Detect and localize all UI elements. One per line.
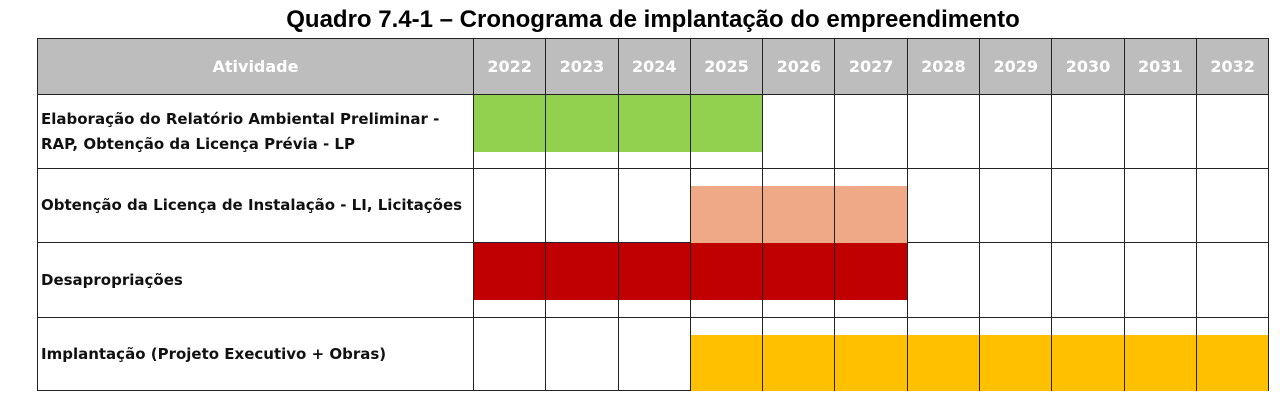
- activity-row: Elaboração do Relatório Ambiental Prelim…: [37, 94, 1270, 169]
- schedule-bar: [763, 186, 835, 243]
- schedule-bar: [763, 243, 835, 300]
- year-cell: [906, 242, 981, 318]
- year-cell: [1195, 94, 1270, 169]
- year-cell: [617, 317, 691, 391]
- year-cell: [617, 94, 691, 169]
- schedule-bar: [618, 243, 690, 300]
- year-cell: [979, 168, 1053, 243]
- year-cell: [545, 317, 619, 391]
- year-cell: [834, 242, 908, 318]
- year-header: 2031: [1123, 38, 1197, 95]
- activity-label: Desapropriações: [37, 242, 474, 318]
- year-cell: [906, 168, 981, 243]
- year-header: 2024: [617, 38, 691, 95]
- year-cell: [979, 317, 1053, 391]
- activity-row: Obtenção da Licença de Instalação - LI, …: [37, 168, 1270, 243]
- activity-label: Implantação (Projeto Executivo + Obras): [37, 317, 474, 391]
- schedule-bar: [690, 95, 763, 152]
- schedule-bar: [1196, 335, 1269, 391]
- activity-label: Obtenção da Licença de Instalação - LI, …: [37, 168, 474, 243]
- schedule-bar: [1124, 335, 1196, 391]
- year-header: 2028: [906, 38, 981, 95]
- year-cell: [545, 168, 619, 243]
- year-cell: [1195, 317, 1270, 391]
- schedule-bar: [907, 335, 980, 391]
- year-cell: [906, 317, 981, 391]
- year-cell: [906, 94, 981, 169]
- year-cell: [1051, 242, 1125, 318]
- schedule-bar: [1052, 335, 1124, 391]
- year-cell: [689, 317, 764, 391]
- year-header: 2030: [1051, 38, 1125, 95]
- year-header: 2022: [472, 38, 547, 95]
- schedule-table: Atividade 2022 2023 2024 2025 2026 2027 …: [37, 38, 1270, 391]
- year-header: 2025: [689, 38, 764, 95]
- year-cell: [1195, 168, 1270, 243]
- year-cell: [545, 242, 619, 318]
- schedule-bar: [835, 243, 907, 300]
- schedule-bar: [763, 335, 835, 391]
- schedule-bar: [546, 243, 618, 300]
- page-title: Quadro 7.4-1 – Cronograma de implantação…: [286, 6, 1020, 33]
- schedule-bar: [546, 95, 618, 152]
- year-cell: [1123, 317, 1197, 391]
- year-cell: [472, 242, 547, 318]
- year-cell: [1195, 242, 1270, 318]
- year-cell: [1051, 94, 1125, 169]
- year-cell: [1051, 317, 1125, 391]
- year-cell: [834, 317, 908, 391]
- year-cell: [689, 242, 764, 318]
- year-cell: [545, 94, 619, 169]
- year-cell: [472, 94, 547, 169]
- year-cell: [762, 242, 836, 318]
- header-row: Atividade 2022 2023 2024 2025 2026 2027 …: [37, 38, 1270, 95]
- year-header: 2023: [545, 38, 619, 95]
- year-cell: [762, 168, 836, 243]
- year-header: 2027: [834, 38, 908, 95]
- activity-label: Elaboração do Relatório Ambiental Prelim…: [37, 94, 474, 169]
- year-cell: [689, 94, 764, 169]
- activity-row: Desapropriações: [37, 242, 1270, 318]
- activity-row: Implantação (Projeto Executivo + Obras): [37, 317, 1270, 391]
- schedule-bar: [980, 335, 1052, 391]
- activity-header: Atividade: [37, 38, 474, 95]
- year-cell: [617, 168, 691, 243]
- year-cell: [472, 317, 547, 391]
- year-cell: [762, 94, 836, 169]
- year-cell: [472, 168, 547, 243]
- schedule-bar: [835, 335, 907, 391]
- schedule-bar: [474, 243, 546, 300]
- year-header: 2026: [762, 38, 836, 95]
- year-cell: [1123, 94, 1197, 169]
- year-cell: [1051, 168, 1125, 243]
- year-cell: [979, 242, 1053, 318]
- year-cell: [834, 94, 908, 169]
- year-cell: [689, 168, 764, 243]
- year-cell: [762, 317, 836, 391]
- year-cell: [979, 94, 1053, 169]
- schedule-bar: [690, 335, 763, 391]
- schedule-bar: [690, 243, 763, 300]
- year-header: 2032: [1195, 38, 1270, 95]
- year-cell: [617, 242, 691, 318]
- schedule-bar: [835, 186, 907, 243]
- schedule-bar: [690, 186, 763, 243]
- year-cell: [1123, 242, 1197, 318]
- schedule-bar: [618, 95, 690, 152]
- schedule-bar: [474, 95, 546, 152]
- year-cell: [834, 168, 908, 243]
- year-header: 2029: [979, 38, 1053, 95]
- year-cell: [1123, 168, 1197, 243]
